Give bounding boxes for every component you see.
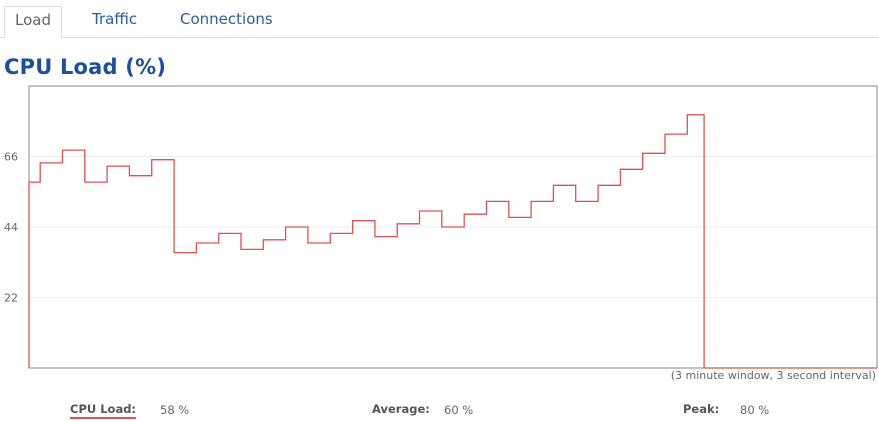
cpu-load-label: CPU Load:	[70, 402, 137, 419]
average-label: Average:	[372, 402, 430, 416]
y-tick-label: 22	[4, 292, 18, 305]
y-tick-label: 44	[4, 221, 18, 234]
cpu-load-chart: 22 44 66 (3 minute window, 3 second interv…	[4, 85, 878, 382]
tab-bar: Load Traffic Connections	[0, 0, 879, 39]
cpu-load-series-line	[28, 114, 877, 369]
window-note: (3 minute window, 3 second interval)	[671, 369, 876, 382]
y-tick-label: 66	[4, 151, 18, 164]
page-title: CPU Load (%)	[4, 55, 167, 79]
average-value: 60 %	[444, 403, 474, 417]
tab-traffic[interactable]: Traffic	[92, 10, 138, 28]
y-axis-ticks: 22 44 66	[4, 151, 18, 305]
peak-value: 80 %	[740, 403, 770, 417]
cpu-load-value: 58 %	[160, 403, 190, 417]
peak-label: Peak:	[683, 402, 720, 416]
tab-connections[interactable]: Connections	[180, 10, 273, 28]
tab-load[interactable]: Load	[4, 6, 62, 39]
